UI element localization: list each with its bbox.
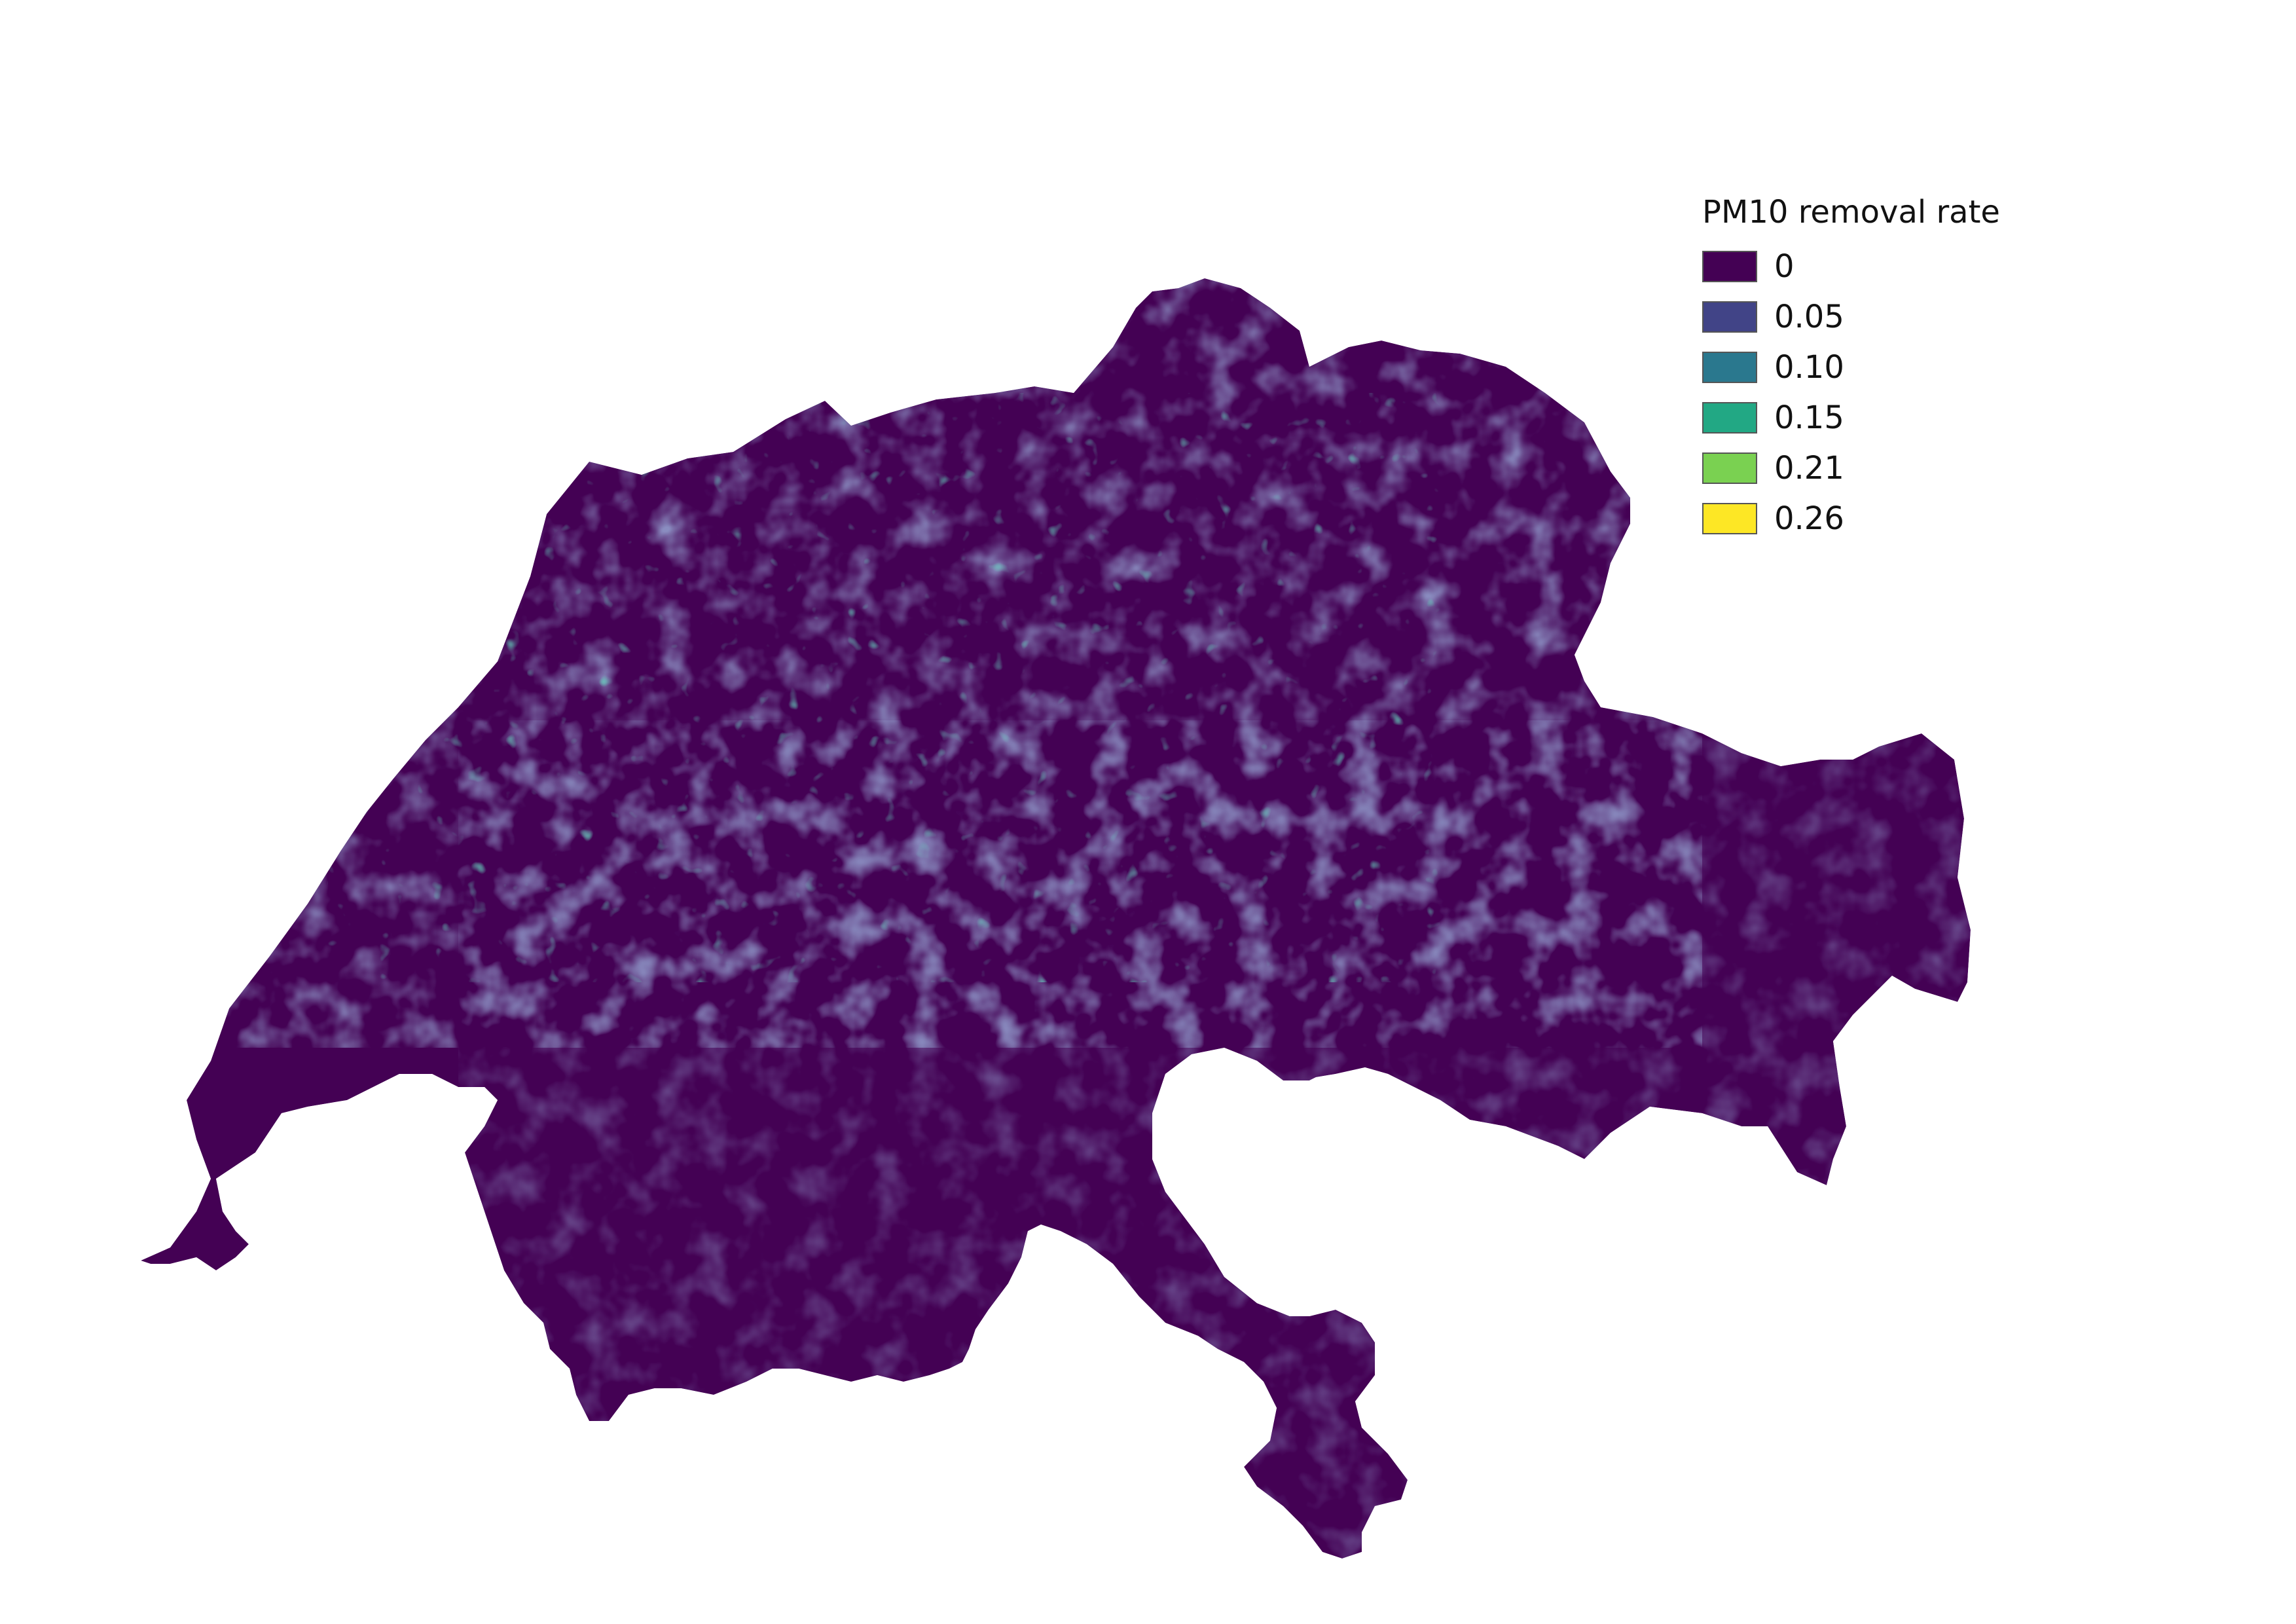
legend-item: 0 <box>1702 241 2043 291</box>
legend-label: 0.26 <box>1774 500 1844 537</box>
legend-title: PM10 removal rate <box>1702 194 2000 231</box>
legend-swatch <box>1702 250 1757 282</box>
alpine-texture <box>458 720 1971 1559</box>
legend-items: 0 0.05 0.10 0.15 0.21 0.26 <box>1702 241 2043 544</box>
legend: PM10 removal rate 0 0.05 0.10 0.15 0.21 0.26 <box>1702 191 2043 544</box>
legend-swatch <box>1702 502 1757 534</box>
legend-item: 0.05 <box>1702 291 2043 342</box>
legend-item: 0.15 <box>1702 392 2043 443</box>
legend-swatch <box>1702 301 1757 333</box>
legend-label: 0.15 <box>1774 399 1844 436</box>
legend-label: 0.21 <box>1774 449 1844 487</box>
legend-item: 0.26 <box>1702 493 2043 544</box>
legend-swatch <box>1702 401 1757 434</box>
legend-label: 0 <box>1774 248 1795 285</box>
legend-label: 0.05 <box>1774 298 1844 335</box>
legend-item: 0.10 <box>1702 342 2043 392</box>
legend-item: 0.21 <box>1702 443 2043 493</box>
legend-label: 0.10 <box>1774 348 1844 386</box>
legend-swatch <box>1702 452 1757 484</box>
legend-swatch <box>1702 351 1757 383</box>
